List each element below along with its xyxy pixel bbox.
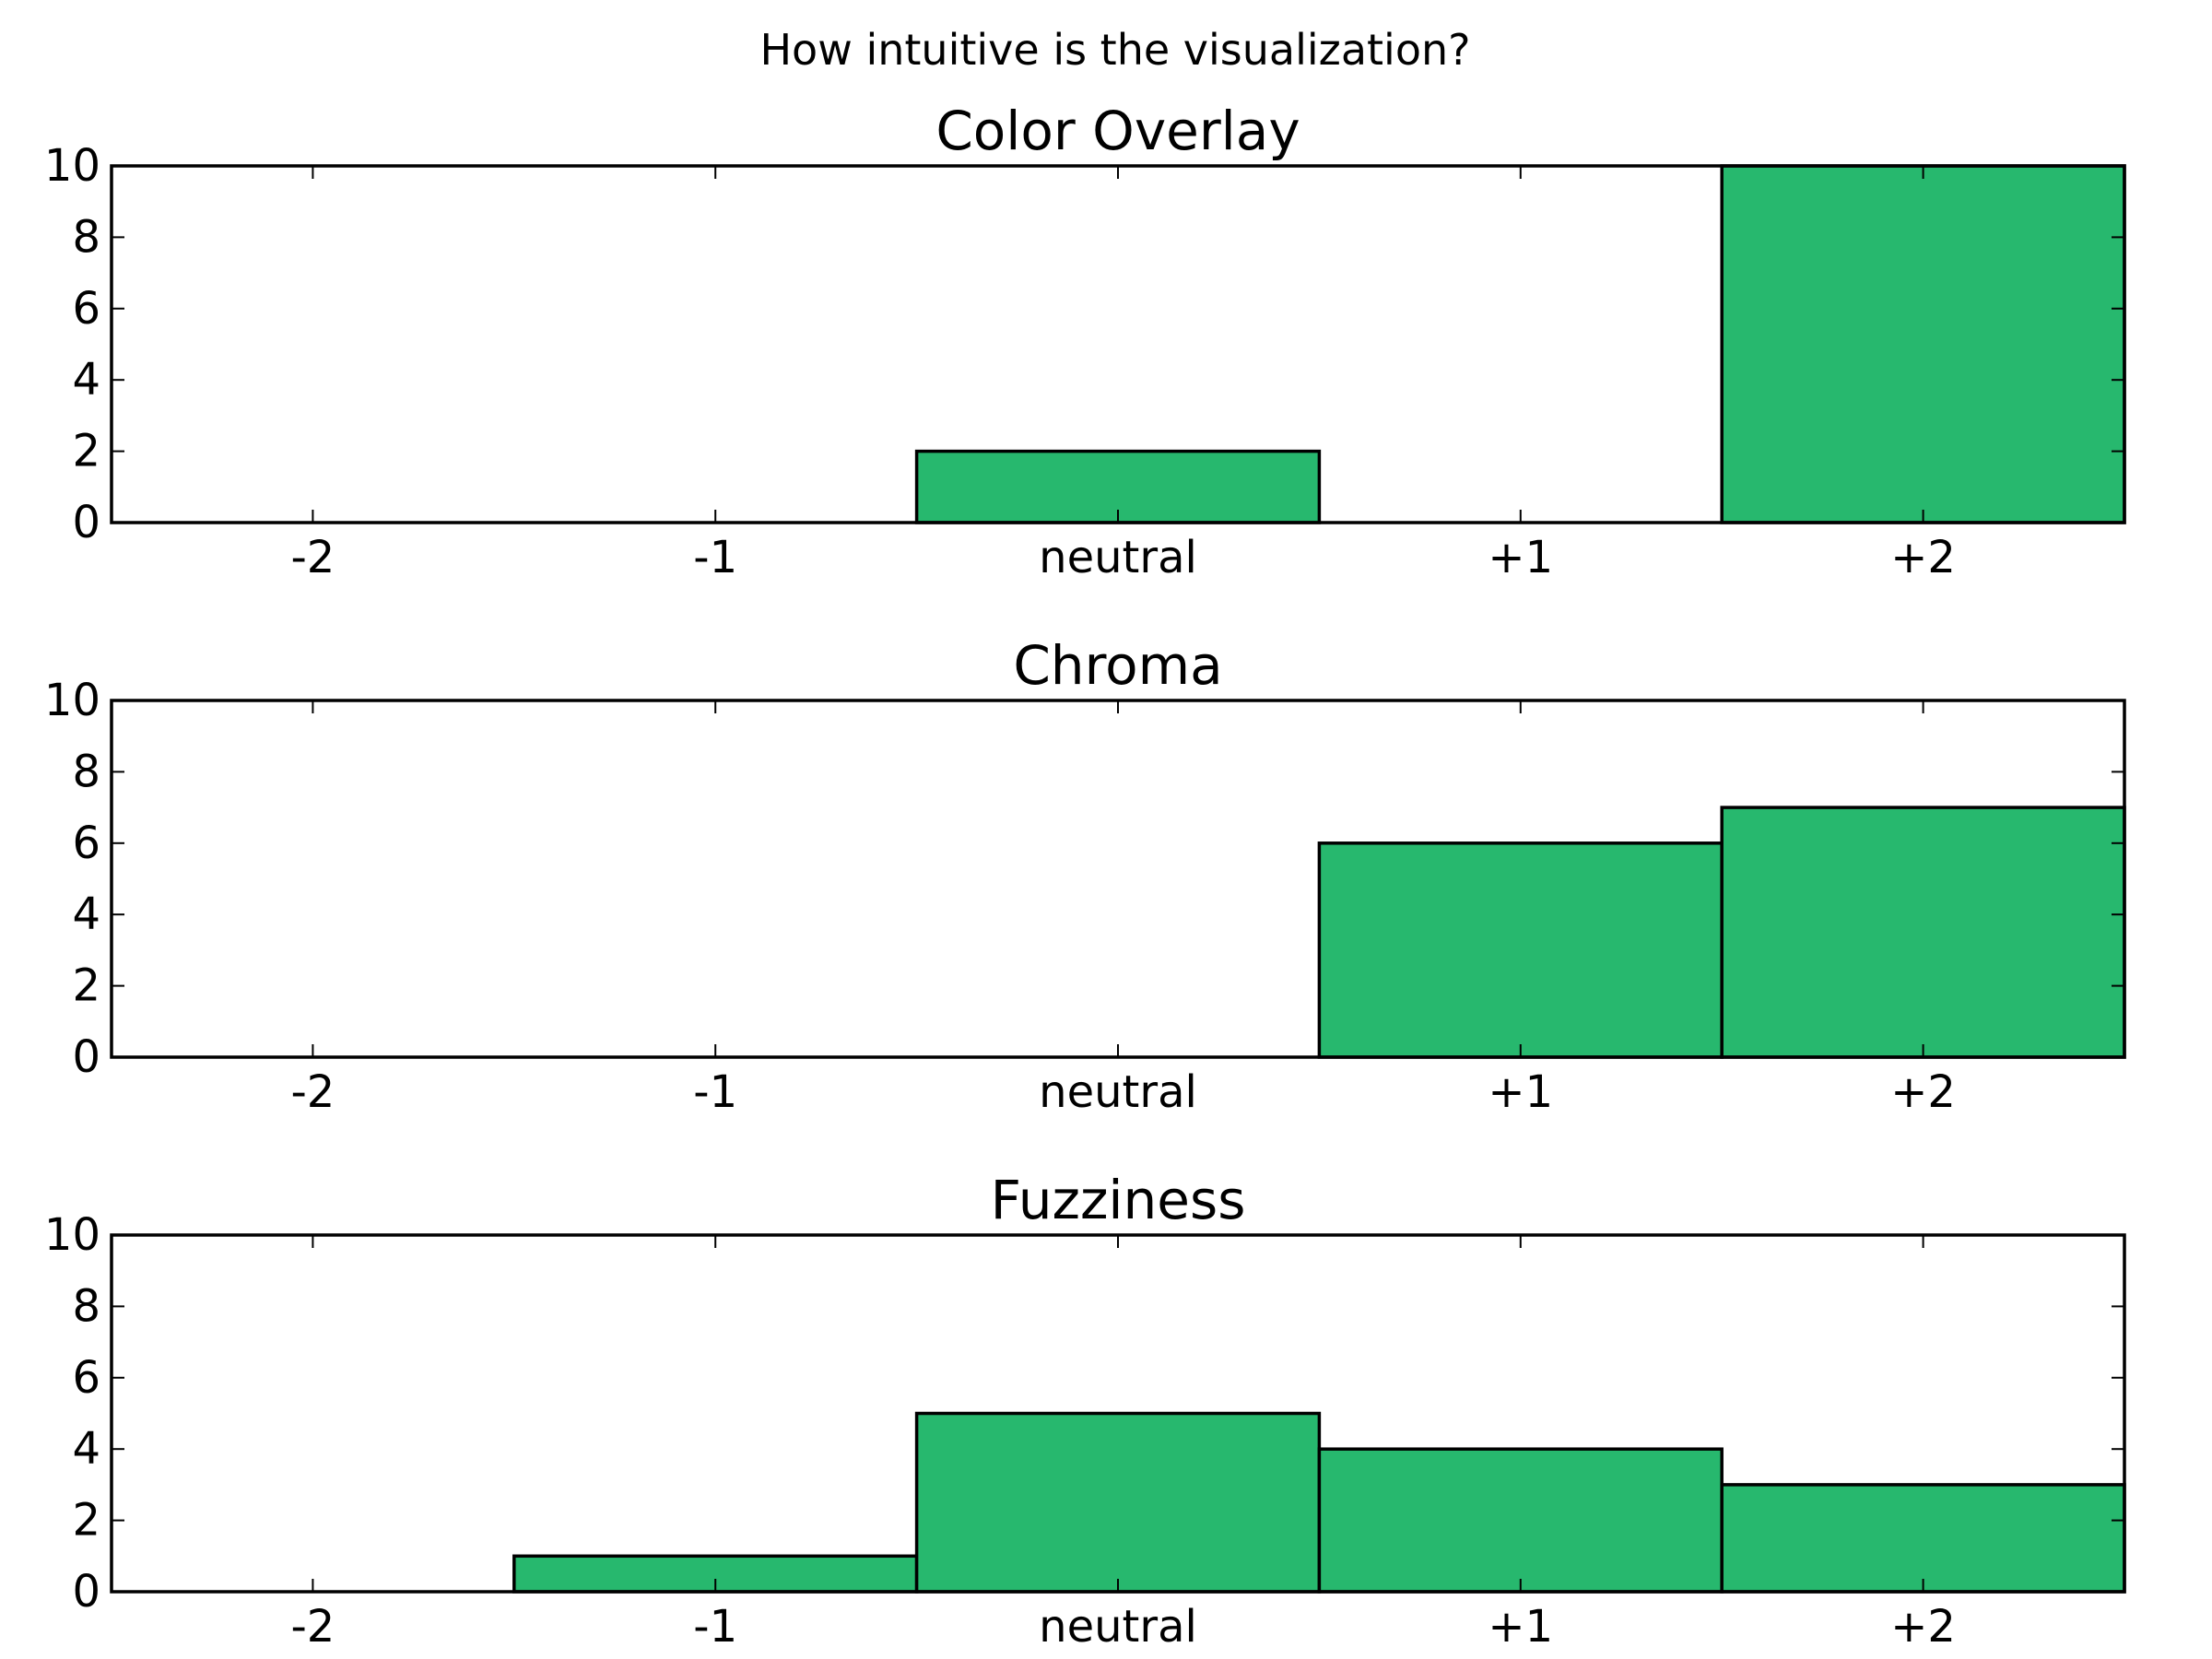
x-tick-label: neutral <box>1039 532 1197 583</box>
chart-panel: Fuzziness -2 -1 neutral +1 +2 0 2 4 6 8 10 <box>44 1169 2126 1653</box>
y-tick-label: 10 <box>44 140 100 192</box>
figure-suptitle: How intuitive is the visualization? <box>759 25 1470 75</box>
x-tick-label: neutral <box>1039 1066 1197 1118</box>
y-tick-label: 8 <box>72 1280 100 1332</box>
y-tick-label: 2 <box>72 1495 100 1547</box>
x-tick-label: +2 <box>1890 1066 1956 1118</box>
x-tick-label: -1 <box>693 1066 737 1118</box>
y-tick-label: 2 <box>72 960 100 1012</box>
y-tick-label: 8 <box>72 211 100 263</box>
bar <box>1317 841 1724 1059</box>
chart-title: Chroma <box>1013 634 1222 697</box>
x-tick-label: +1 <box>1488 1066 1553 1118</box>
chart-panel: Color Overlay -2 -1 neutral +1 +2 0 2 4 6 8 10 <box>44 100 2126 583</box>
bar <box>914 1411 1322 1594</box>
y-tick-label: 4 <box>72 888 100 940</box>
y-tick-label: 10 <box>44 675 100 726</box>
bar <box>1720 164 2126 524</box>
y-tick-label: 0 <box>72 497 100 548</box>
x-tick-label: +1 <box>1488 532 1553 583</box>
x-tick-label: +1 <box>1488 1601 1553 1653</box>
y-tick-label: 4 <box>72 1423 100 1475</box>
x-tick-label: neutral <box>1039 1601 1197 1653</box>
y-tick-label: 6 <box>72 818 100 869</box>
y-tick-label: 4 <box>72 354 100 406</box>
x-tick-label: +2 <box>1890 532 1956 583</box>
x-tick-label: -2 <box>290 532 335 583</box>
bar <box>1720 1483 2126 1594</box>
x-tick-label: +2 <box>1890 1601 1956 1653</box>
y-tick-label: 10 <box>44 1209 100 1261</box>
y-tick-label: 6 <box>72 1352 100 1404</box>
bar <box>1720 806 2126 1059</box>
x-tick-label: -1 <box>693 1601 737 1653</box>
chart-panel: Chroma -2 -1 neutral +1 +2 0 2 4 6 8 10 <box>44 634 2126 1118</box>
y-tick-label: 0 <box>72 1031 100 1083</box>
chart-title: Fuzziness <box>991 1169 1246 1231</box>
bar <box>1317 1447 1724 1594</box>
y-tick-label: 6 <box>72 283 100 335</box>
x-tick-label: -2 <box>290 1066 335 1118</box>
y-tick-label: 8 <box>72 746 100 797</box>
x-tick-label: -2 <box>290 1601 335 1653</box>
y-tick-label: 0 <box>72 1566 100 1618</box>
chart-title: Color Overlay <box>935 100 1300 162</box>
y-tick-label: 2 <box>72 426 100 477</box>
x-tick-label: -1 <box>693 532 737 583</box>
